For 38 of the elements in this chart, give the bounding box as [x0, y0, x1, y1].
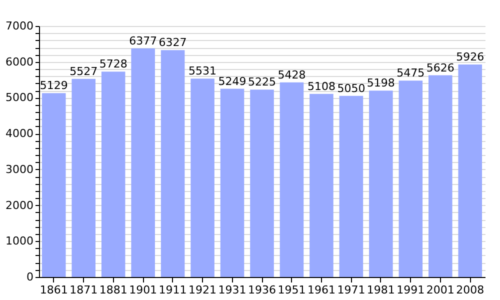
x-tick-label: 2008	[456, 284, 484, 296]
y-tick-label: 5000	[6, 91, 34, 104]
data-label: 5626	[426, 61, 454, 74]
y-tick-label: 7000	[6, 20, 34, 32]
data-label: 5198	[366, 76, 395, 90]
x-tick-label: 1921	[188, 284, 217, 296]
x-tick-label: 1991	[396, 284, 425, 296]
data-label: 5531	[188, 64, 217, 78]
x-tick-label: 2001	[426, 284, 454, 296]
x-tick-label: 1861	[40, 284, 68, 296]
y-tick-label: 2000	[6, 198, 34, 212]
x-tick-label: 1951	[278, 284, 306, 296]
x-tick-label: 1881	[99, 284, 128, 296]
data-label: 5129	[40, 79, 68, 92]
x-tick-label: 1911	[158, 284, 187, 296]
data-label: 5225	[248, 76, 276, 89]
y-tick-label: 6000	[6, 55, 34, 68]
x-tick-label: 1901	[129, 284, 158, 296]
y-tick-label: 3000	[6, 162, 34, 176]
data-label: 5728	[99, 58, 128, 71]
y-tick-label: 1000	[6, 234, 34, 248]
x-tick-label: 1971	[337, 284, 366, 296]
data-label: 5249	[218, 74, 246, 88]
y-tick-label: 4000	[6, 127, 34, 140]
data-label: 5527	[70, 64, 98, 78]
data-label: 6327	[158, 36, 187, 50]
data-label: 5475	[396, 66, 425, 80]
data-label: 5428	[278, 68, 306, 82]
data-label: 5050	[337, 82, 366, 95]
data-label: 5108	[307, 80, 336, 93]
x-tick-label: 1936	[248, 284, 276, 296]
data-label: 6377	[129, 34, 158, 48]
x-tick-label: 1871	[70, 284, 98, 296]
x-tick-label: 1961	[307, 284, 336, 296]
x-tick-label: 1981	[366, 284, 395, 296]
x-tick-label: 1931	[218, 284, 246, 296]
data-label: 5926	[456, 50, 484, 64]
y-tick-label: 0	[26, 270, 34, 284]
